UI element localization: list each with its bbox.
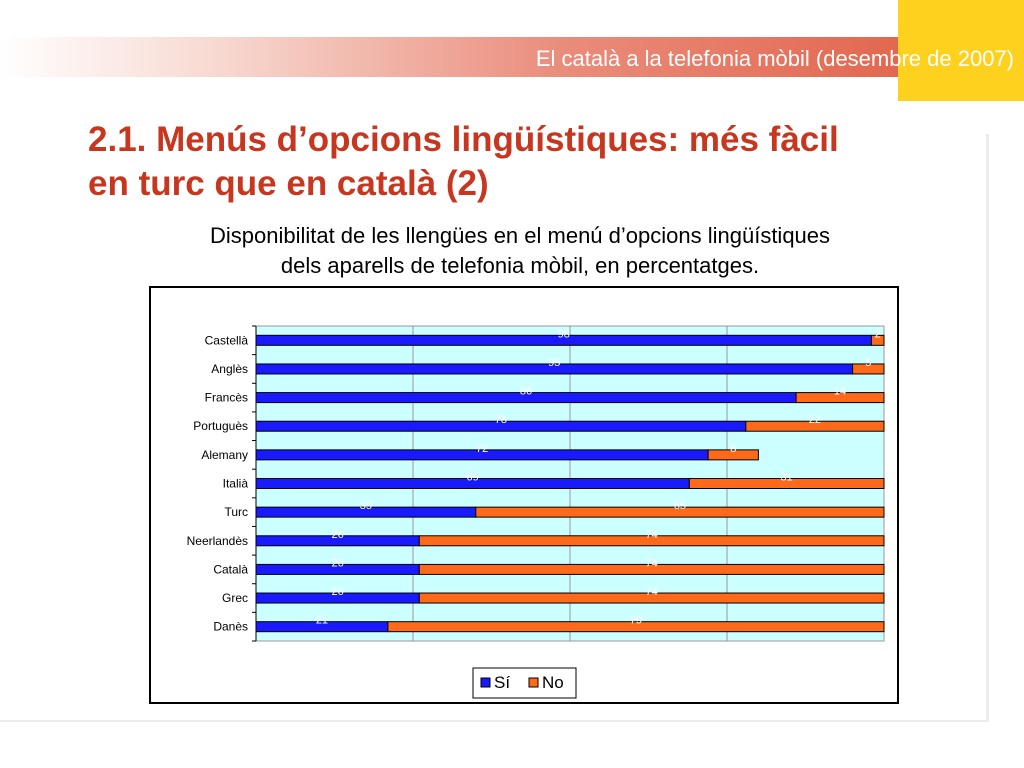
bar-no [418,563,885,575]
slide-title-line-2: en turc que en català (2) [88,164,489,203]
data-label: 98 [558,328,570,340]
data-label: 74 [646,529,658,541]
data-label: 95 [548,357,560,369]
category-label: Castellà [205,333,249,347]
slide-title: 2.1. Menús d’opcions lingüístiques: més … [88,118,968,206]
category-label: Danès [213,620,248,634]
data-label: 5 [865,357,871,369]
data-label: 78 [495,414,507,426]
data-label: 72 [476,443,488,455]
data-label: 2 [875,328,881,340]
category-label: Grec [222,591,248,605]
accent-block [898,0,1024,101]
header-band [0,37,1024,77]
header-title: El català a la telefonia mòbil (desembre… [535,46,1014,71]
bar-no [688,478,885,489]
bar-no [745,420,885,432]
data-label: 22 [809,414,821,426]
data-label: 31 [781,472,793,484]
data-label: 69 [467,472,479,484]
category-label: Alemany [201,448,248,462]
legend-label: No [542,673,564,692]
stacked-bar-chart: Castellà 98 2 Anglès 95 5 Francès 86 14 Portuguès… [187,325,885,699]
data-label: 26 [332,557,344,569]
category-label: Portuguès [193,419,248,433]
data-label: 74 [646,557,658,569]
category-label: Neerlandès [187,534,248,548]
chart-title: Disponibilitat de les llengües en el men… [140,221,900,281]
bar-no [795,392,885,404]
slide-divider-vertical [986,134,989,722]
legend-label: Sí [494,673,510,692]
data-label: 86 [520,386,532,398]
data-label: 35 [360,500,372,512]
data-label: 79 [630,615,642,627]
data-label: 14 [834,386,846,398]
bar-no [418,592,885,604]
data-label: 26 [332,529,344,541]
chart-frame: Castellà 98 2 Anglès 95 5 Francès 86 14 Portuguès… [149,286,899,704]
data-label: 65 [674,500,686,512]
slide-divider-horizontal [0,720,989,722]
category-label: Turc [224,505,248,519]
bar-no [387,621,885,633]
category-label: Italià [223,477,249,491]
data-label: 8 [730,443,736,455]
category-label: Anglès [211,362,248,376]
legend-swatch [528,677,539,688]
data-label: 21 [316,615,328,627]
bar-no [707,449,759,461]
legend-swatch [480,677,491,688]
category-label: Francès [205,391,248,405]
data-label: 74 [646,586,658,598]
bar-no [870,334,885,346]
chart-title-line-1: Disponibilitat de les llengües en el men… [209,223,831,248]
category-label: Català [213,562,248,576]
bar-no [852,363,885,375]
bar-no [475,506,885,518]
slide-title-line-1: 2.1. Menús d’opcions lingüístiques: més … [88,120,839,159]
data-label: 26 [332,586,344,598]
bar-no [418,535,885,547]
chart-title-line-2: dels aparells de telefonia mòbil, en per… [280,253,760,278]
